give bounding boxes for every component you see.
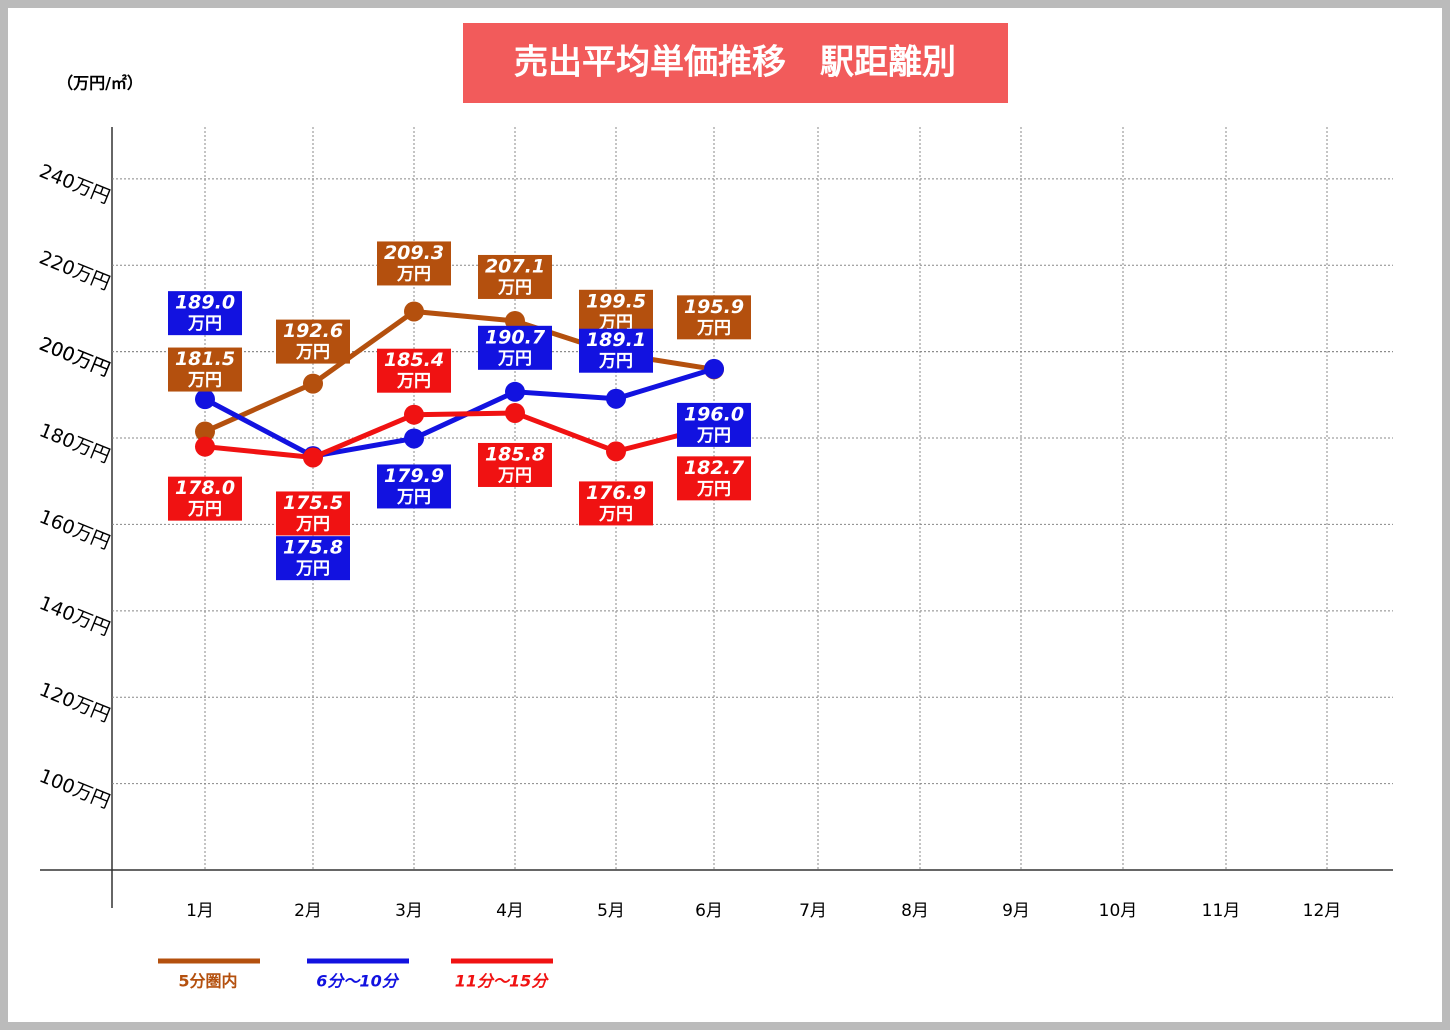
x-tick-label: 2月	[294, 901, 322, 921]
point	[404, 428, 424, 449]
data-label-unit: 万円	[598, 313, 633, 333]
data-label-box	[478, 254, 552, 299]
chart-title: 売出平均単価推移 駅距離別	[514, 43, 956, 83]
x-tick-label: 5月	[597, 901, 625, 921]
point	[404, 404, 424, 425]
data-label: 185.8	[485, 443, 545, 465]
legend-label: 5分圏内	[178, 972, 237, 991]
x-tick-label: 8月	[901, 901, 929, 921]
data-label-box	[276, 319, 350, 364]
point	[195, 421, 215, 442]
data-label-unit: 万円	[396, 372, 431, 392]
x-tick-label: 10月	[1099, 901, 1138, 921]
data-label: 182.7	[684, 457, 745, 479]
point	[195, 389, 215, 410]
data-label-box	[276, 491, 350, 536]
data-label-box	[677, 456, 751, 501]
data-label-box	[579, 328, 653, 373]
data-label-unit: 万円	[396, 487, 431, 507]
data-label: 195.9	[684, 296, 744, 318]
data-label: 190.7	[485, 326, 546, 348]
data-label-box	[677, 402, 751, 447]
point	[195, 436, 215, 457]
point	[303, 447, 323, 468]
data-label-unit: 万円	[187, 371, 222, 391]
data-label-unit: 万円	[187, 500, 222, 520]
data-label: 176.9	[586, 482, 646, 504]
data-label-unit: 万円	[696, 479, 731, 499]
data-label-box	[377, 464, 451, 509]
x-tick-label: 1月	[186, 901, 214, 921]
y-unit: （万円/㎡）	[57, 74, 143, 93]
point	[606, 388, 626, 409]
title-box	[463, 23, 1008, 103]
data-label-box	[168, 347, 242, 392]
data-label-box	[579, 289, 653, 334]
data-label: 189.1	[586, 329, 646, 351]
data-label-unit: 万円	[295, 343, 330, 363]
data-label-box	[677, 295, 751, 340]
data-label-box	[579, 481, 653, 526]
data-label-box	[478, 325, 552, 370]
data-label: 178.0	[175, 477, 235, 499]
data-label-unit: 万円	[696, 318, 731, 338]
x-tick-label: 7月	[799, 901, 827, 921]
data-label: 189.0	[175, 292, 235, 314]
data-label-unit: 万円	[598, 504, 633, 524]
point	[505, 381, 525, 402]
point	[303, 373, 323, 394]
point	[404, 301, 424, 322]
data-label-unit: 万円	[497, 466, 532, 486]
data-label: 192.6	[283, 320, 343, 342]
x-tick-label: 9月	[1002, 901, 1030, 921]
x-tick-label: 3月	[395, 901, 423, 921]
data-label: 175.5	[283, 492, 343, 514]
legend-label: 11分～15分	[455, 972, 550, 991]
data-label-unit: 万円	[295, 514, 330, 534]
data-label: 209.3	[384, 242, 444, 264]
series-line	[204, 410, 715, 461]
data-label: 179.9	[384, 465, 444, 487]
data-label: 181.5	[175, 348, 235, 370]
data-label: 196.0	[684, 403, 744, 425]
data-label-box	[478, 442, 552, 487]
point	[704, 358, 724, 379]
data-label-box	[168, 291, 242, 336]
point	[606, 441, 626, 462]
data-label-unit: 万円	[396, 264, 431, 284]
data-label: 199.5	[586, 290, 646, 312]
data-label-box	[377, 348, 451, 393]
x-tick-label: 12月	[1303, 901, 1342, 921]
x-tick-label: 11月	[1202, 901, 1241, 921]
legend-label: 6分～10分	[316, 972, 399, 991]
x-tick-label: 6月	[695, 901, 723, 921]
data-label-box	[168, 476, 242, 521]
data-label-unit: 万円	[187, 314, 222, 334]
data-label-box	[377, 241, 451, 286]
data-label: 207.1	[485, 255, 545, 277]
data-label-unit: 万円	[696, 426, 731, 446]
point	[505, 402, 525, 423]
x-tick-label: 4月	[496, 901, 524, 921]
data-label-unit: 万円	[497, 349, 532, 369]
data-label-unit: 万円	[295, 559, 330, 579]
data-label: 185.4	[384, 349, 444, 371]
data-label-unit: 万円	[598, 352, 633, 372]
data-label: 175.8	[283, 537, 343, 559]
data-label-box	[276, 536, 350, 581]
data-label-unit: 万円	[497, 278, 532, 298]
